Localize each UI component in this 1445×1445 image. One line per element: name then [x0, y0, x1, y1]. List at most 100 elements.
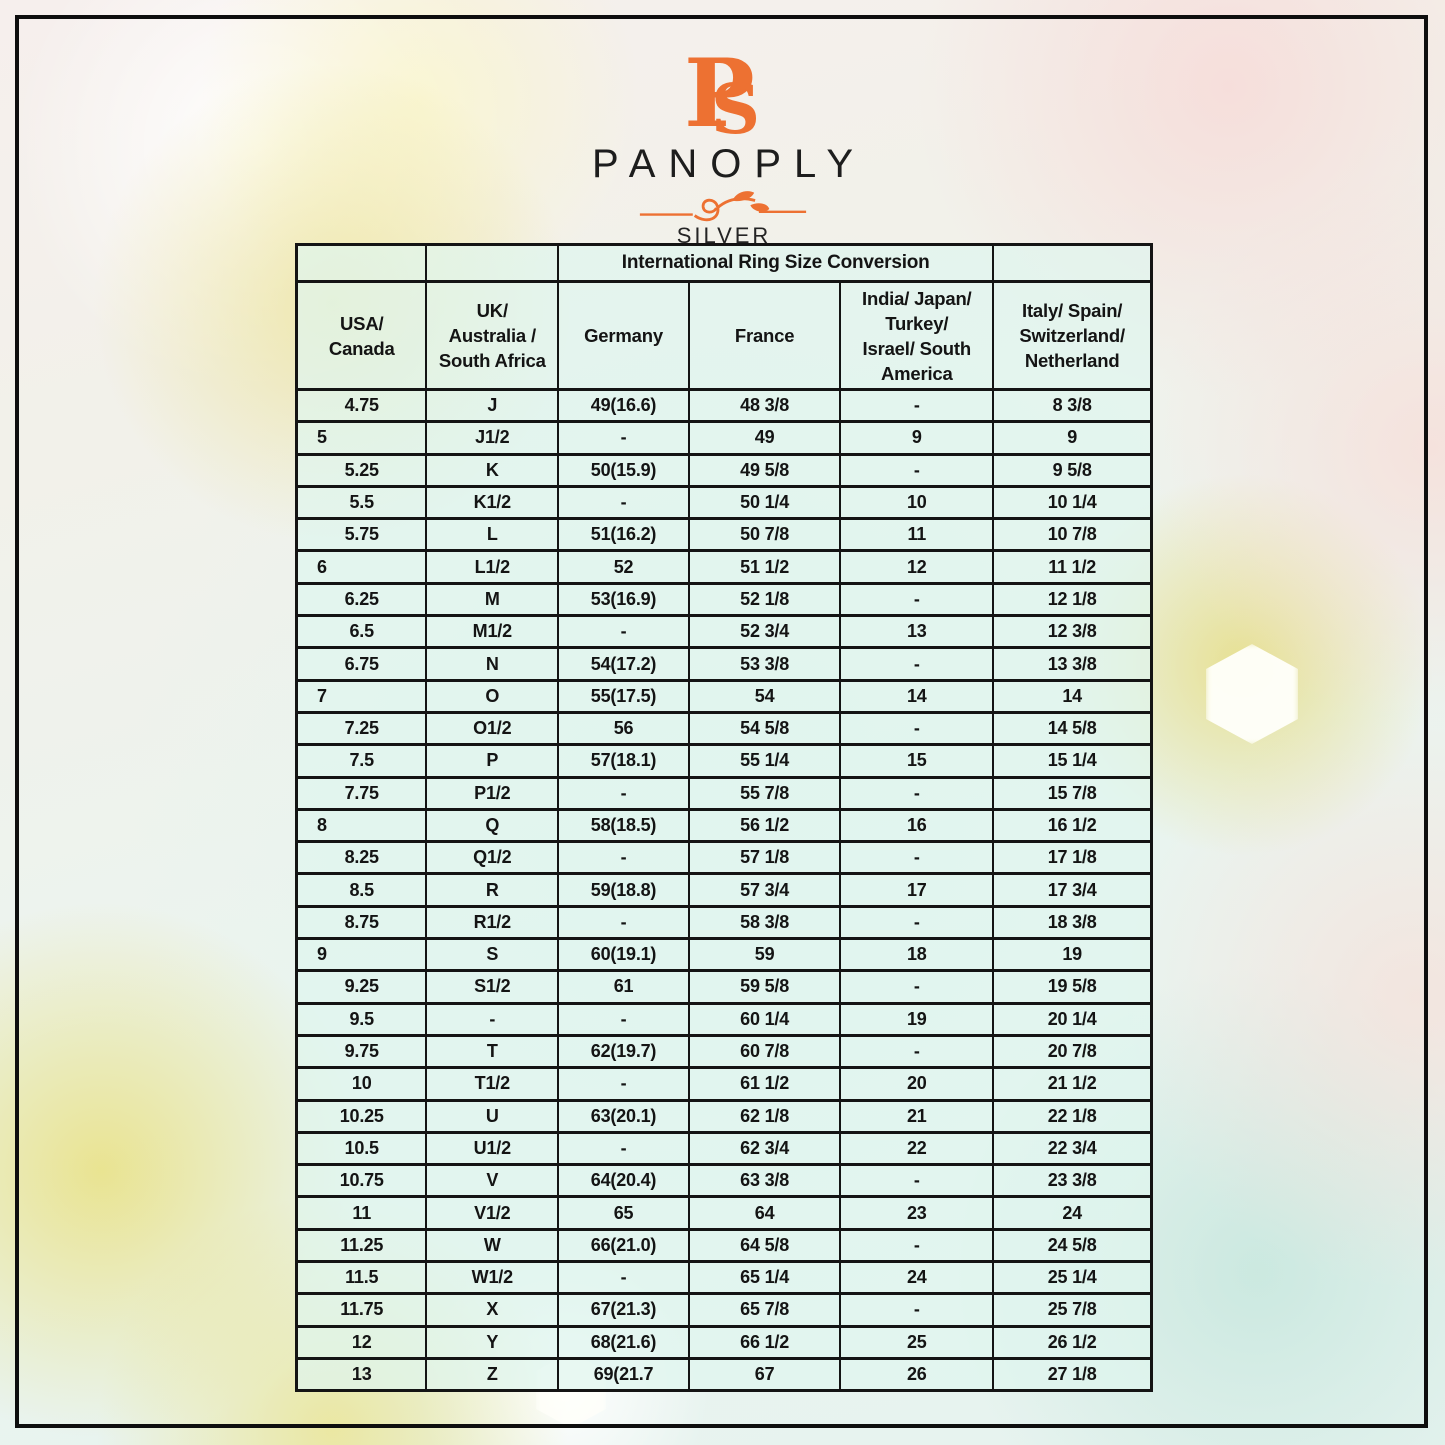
- svg-text:P: P: [684, 40, 755, 140]
- table-cell: -: [839, 581, 995, 618]
- table-cell: 52 1/8: [687, 581, 842, 618]
- table-row: 8.5 R 59(18.8) 57 3/4 17 17 3/4: [295, 872, 1153, 908]
- table-cell: 5.75: [295, 517, 428, 553]
- table-cell: 15 7/8: [992, 775, 1153, 811]
- table-title: International Ring Size Conversion: [557, 243, 995, 283]
- table-cell: 55(17.5): [557, 678, 690, 714]
- table-row: 6 L1/2 52 51 1/2 12 11 1/2: [295, 549, 1153, 585]
- table-cell: 11.5: [295, 1260, 428, 1296]
- table-row: 5.5 K1/2-50 1/4 10 10 1/4: [295, 484, 1153, 521]
- table-row: 7.75 P1/2-55 7/8-15 7/8: [295, 775, 1153, 811]
- table-cell: N: [425, 646, 560, 682]
- table-cell: 54(17.2): [557, 646, 690, 682]
- table-cell: S: [425, 937, 560, 973]
- table-cell: 8: [295, 807, 428, 844]
- table-cell: 10: [839, 484, 995, 521]
- table-cell: 11 1/2: [992, 549, 1153, 585]
- table-cell: 12 3/8: [992, 614, 1153, 650]
- table-cell: 60 1/4: [687, 1001, 842, 1037]
- table-cell: P: [425, 743, 560, 779]
- table-cell: 68(21.6): [557, 1324, 690, 1360]
- table-cell: -: [839, 840, 995, 876]
- table-cell: -: [557, 775, 690, 811]
- table-cell: 54: [687, 678, 842, 714]
- table-cell: -: [557, 1066, 690, 1102]
- table-cell: 64(20.4): [557, 1163, 690, 1199]
- table-cell: 22 1/8: [992, 1098, 1153, 1134]
- table-cell: 24 5/8: [992, 1227, 1153, 1264]
- table-row: 9.5- -60 1/4 19 20 1/4: [295, 1001, 1153, 1037]
- table-cell: 62(19.7): [557, 1033, 690, 1070]
- table-cell: 56 1/2: [687, 807, 842, 844]
- table-cell: M: [425, 581, 560, 618]
- table-cell: 13 3/8: [992, 646, 1153, 682]
- table-cell: -: [425, 1001, 560, 1037]
- table-cell: J: [425, 387, 560, 424]
- table-cell: S1/2: [425, 969, 560, 1005]
- table-row: 11.75 X 67(21.3) 65 7/8-25 7/8: [295, 1292, 1153, 1328]
- table-cell: 18 3/8: [992, 904, 1153, 941]
- table-cell: 16 1/2: [992, 807, 1153, 844]
- table-cell: 8.75: [295, 904, 428, 941]
- table-cell: -: [839, 1292, 995, 1328]
- table-cell: 58(18.5): [557, 807, 690, 844]
- table-row: 13 Z 69(21.7 67 26 27 1/8: [295, 1356, 1153, 1393]
- table-cell: 67(21.3): [557, 1292, 690, 1328]
- table-cell: 6.25: [295, 581, 428, 618]
- table-cell: Y: [425, 1324, 560, 1360]
- table-cell: 9.25: [295, 969, 428, 1005]
- table-cell: -: [557, 420, 690, 456]
- table-cell: 65: [557, 1195, 690, 1231]
- table-cell: 61 1/2: [687, 1066, 842, 1102]
- column-header: Italy/ Spain/ Switzerland/ Netherland: [992, 280, 1153, 391]
- table-cell: 23 3/8: [992, 1163, 1153, 1199]
- table-cell: 59 5/8: [687, 969, 842, 1005]
- table-cell: 8.25: [295, 840, 428, 876]
- table-cell: 66 1/2: [687, 1324, 842, 1360]
- table-cell: 67: [687, 1356, 842, 1393]
- table-row: 10.5 U1/2-62 3/4 22 22 3/4: [295, 1130, 1153, 1167]
- table-cell: 59(18.8): [557, 872, 690, 908]
- table-cell: 11.75: [295, 1292, 428, 1328]
- table-cell: 20: [839, 1066, 995, 1102]
- table-cell: 24: [992, 1195, 1153, 1231]
- table-cell: 21: [839, 1098, 995, 1134]
- table-cell: -: [557, 904, 690, 941]
- table-cell: 63(20.1): [557, 1098, 690, 1134]
- table-cell: -: [839, 1163, 995, 1199]
- table-row: 9 S 60(19.1) 59 18 19: [295, 937, 1153, 973]
- table-cell: 57(18.1): [557, 743, 690, 779]
- table-cell: 54 5/8: [687, 710, 842, 747]
- table-cell: 7.25: [295, 710, 428, 747]
- table-cell: -: [839, 710, 995, 747]
- table-cell: 58 3/8: [687, 904, 842, 941]
- table-cell: 49: [687, 420, 842, 456]
- table-row: 6.25 M 53(16.9) 52 1/8-12 1/8: [295, 581, 1153, 618]
- table-row: 7 O 55(17.5) 54 14 14: [295, 678, 1153, 714]
- table-cell: 21 1/2: [992, 1066, 1153, 1102]
- table-cell: -: [839, 969, 995, 1005]
- table-cell: 9: [992, 420, 1153, 456]
- table-cell: 50 1/4: [687, 484, 842, 521]
- table-cell: 10 7/8: [992, 517, 1153, 553]
- table-row: 4.75 J 49(16.6) 48 3/8-8 3/8: [295, 387, 1153, 424]
- table-cell: 14: [992, 678, 1153, 714]
- table-cell: 48 3/8: [687, 387, 842, 424]
- bokeh-hexagon-highlight: [1206, 644, 1298, 744]
- table-cell: 20 7/8: [992, 1033, 1153, 1070]
- table-cell: V1/2: [425, 1195, 560, 1231]
- table-row: 7.25 O1/2 56 54 5/8-14 5/8: [295, 710, 1153, 747]
- table-row: 7.5 P 57(18.1) 55 1/4 15 15 1/4: [295, 743, 1153, 779]
- table-cell: 12 1/8: [992, 581, 1153, 618]
- table-cell: 15: [839, 743, 995, 779]
- table-cell: 62 1/8: [687, 1098, 842, 1134]
- table-cell: O: [425, 678, 560, 714]
- table-cell: 27 1/8: [992, 1356, 1153, 1393]
- table-cell: 10 1/4: [992, 484, 1153, 521]
- column-header: USA/ Canada: [295, 280, 428, 391]
- empty-cell: [425, 243, 560, 283]
- table-cell: 57 1/8: [687, 840, 842, 876]
- table-cell: 7.5: [295, 743, 428, 779]
- table-cell: 14 5/8: [992, 710, 1153, 747]
- table-cell: W1/2: [425, 1260, 560, 1296]
